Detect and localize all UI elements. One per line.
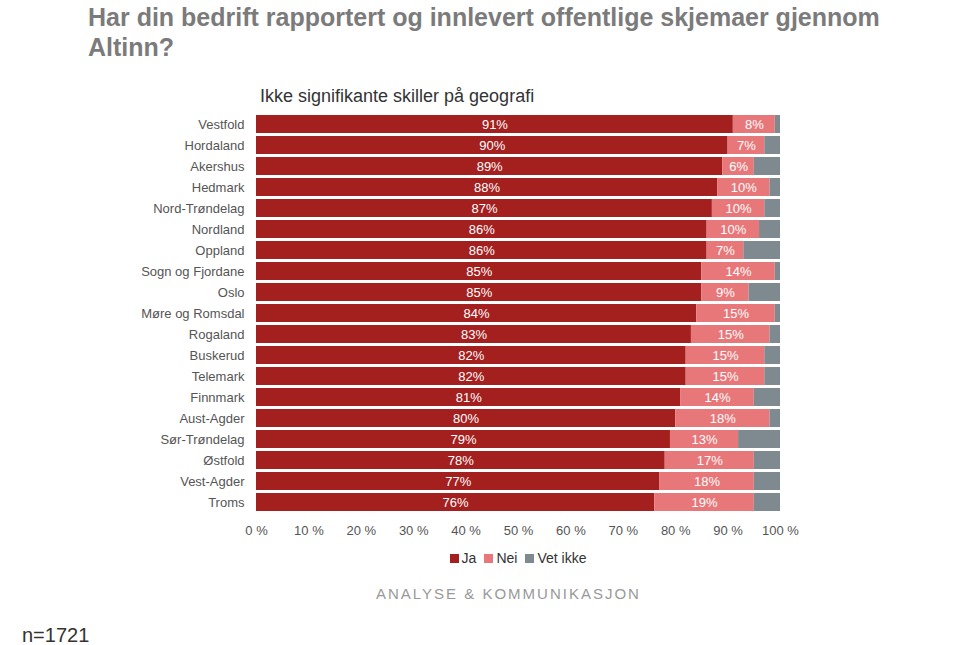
svg-text:86%: 86% (469, 222, 495, 237)
svg-text:15%: 15% (712, 348, 738, 363)
svg-text:6%: 6% (729, 159, 748, 174)
svg-text:19%: 19% (692, 495, 718, 510)
svg-text:Møre og Romsdal: Møre og Romsdal (141, 306, 244, 321)
svg-text:60 %: 60 % (556, 523, 586, 538)
svg-text:89%: 89% (477, 159, 503, 174)
html-text:Har din bedrift rapportert og: Har din bedrift rapportert og innlevert … (88, 3, 880, 61)
svg-text:90 %: 90 % (713, 523, 743, 538)
html-text:Ja: Ja (461, 550, 477, 566)
svg-text:13%: 13% (692, 432, 718, 447)
svg-text:Buskerud: Buskerud (190, 348, 245, 363)
html-text:Vet ikke: Vet ikke (537, 550, 587, 566)
svg-text:Oslo: Oslo (218, 285, 245, 300)
svg-text:Aust-Agder: Aust-Agder (179, 411, 245, 426)
svg-text:7%: 7% (737, 138, 756, 153)
svg-text:100 %: 100 % (762, 523, 799, 538)
svg-text:90%: 90% (479, 138, 505, 153)
svg-text:Akershus: Akershus (190, 159, 245, 174)
svg-text:10%: 10% (726, 201, 752, 216)
svg-text:7%: 7% (716, 243, 735, 258)
html-text:n=1721: n=1721 (22, 624, 90, 645)
svg-text:Rogaland: Rogaland (189, 327, 245, 342)
svg-text:Finnmark: Finnmark (190, 390, 245, 405)
svg-text:86%: 86% (469, 243, 495, 258)
svg-text:Telemark: Telemark (192, 369, 245, 384)
svg-text:80%: 80% (453, 411, 479, 426)
svg-text:77%: 77% (445, 474, 471, 489)
svg-text:20 %: 20 % (346, 523, 376, 538)
html-text:Ikke signifikante skiller på g: Ikke signifikante skiller på geografi (260, 86, 535, 106)
svg-text:9%: 9% (716, 285, 735, 300)
svg-text:80 %: 80 % (661, 523, 691, 538)
svg-text:15%: 15% (718, 327, 744, 342)
svg-text:14%: 14% (705, 390, 731, 405)
svg-text:76%: 76% (443, 495, 469, 510)
svg-text:85%: 85% (466, 264, 492, 279)
svg-text:79%: 79% (450, 432, 476, 447)
svg-text:8%: 8% (745, 117, 764, 132)
svg-text:Vestfold: Vestfold (198, 117, 244, 132)
html-text:ANALYSE & KOMMUNIKASJON: ANALYSE & KOMMUNIKASJON (376, 585, 641, 602)
svg-text:70 %: 70 % (608, 523, 638, 538)
svg-text:Oppland: Oppland (195, 243, 244, 258)
svg-text:15%: 15% (712, 369, 738, 384)
svg-text:Sør-Trøndelag: Sør-Trøndelag (160, 432, 244, 447)
svg-text:18%: 18% (694, 474, 720, 489)
svg-text:10 %: 10 % (294, 523, 324, 538)
svg-text:Østfold: Østfold (203, 453, 244, 468)
svg-text:10%: 10% (720, 222, 746, 237)
svg-text:Hedmark: Hedmark (192, 180, 245, 195)
svg-text:85%: 85% (466, 285, 492, 300)
svg-text:40 %: 40 % (451, 523, 481, 538)
html-text:Nei: Nei (496, 550, 518, 566)
svg-text:15%: 15% (723, 306, 749, 321)
svg-text:30 %: 30 % (399, 523, 429, 538)
svg-text:18%: 18% (710, 411, 736, 426)
svg-text:81%: 81% (456, 390, 482, 405)
svg-text:17%: 17% (697, 453, 723, 468)
svg-text:88%: 88% (474, 180, 500, 195)
svg-text:87%: 87% (471, 201, 497, 216)
svg-text:91%: 91% (482, 117, 508, 132)
svg-text:82%: 82% (458, 348, 484, 363)
svg-text:Hordaland: Hordaland (185, 138, 245, 153)
svg-text:78%: 78% (448, 453, 474, 468)
svg-text:Nord-Trøndelag: Nord-Trøndelag (153, 201, 244, 216)
svg-text:14%: 14% (726, 264, 752, 279)
svg-text:Nordland: Nordland (192, 222, 245, 237)
svg-text:84%: 84% (464, 306, 490, 321)
svg-text:Vest-Agder: Vest-Agder (180, 474, 245, 489)
svg-text:82%: 82% (458, 369, 484, 384)
svg-text:Troms: Troms (208, 495, 245, 510)
svg-text:0 %: 0 % (245, 523, 268, 538)
svg-text:50 %: 50 % (504, 523, 534, 538)
svg-text:83%: 83% (461, 327, 487, 342)
svg-text:Sogn og Fjordane: Sogn og Fjordane (141, 264, 244, 279)
svg-text:10%: 10% (731, 180, 757, 195)
